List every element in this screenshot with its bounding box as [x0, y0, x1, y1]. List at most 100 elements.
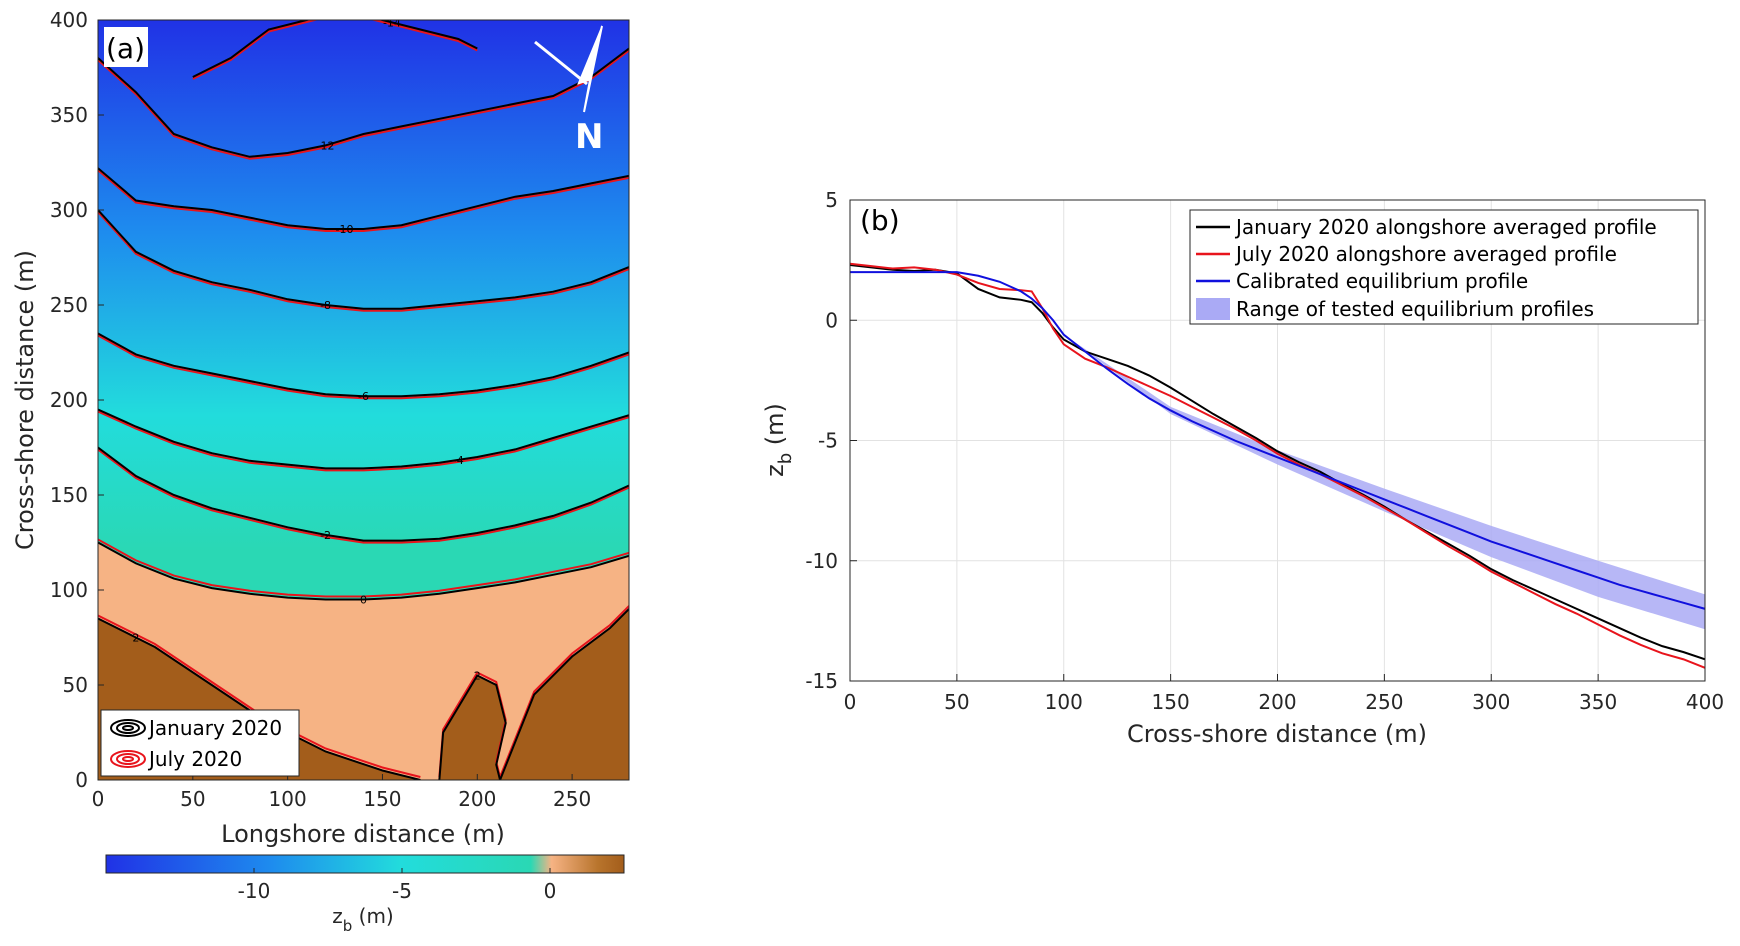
contour-january-3 [98, 209, 629, 310]
panel-b-y-tick-label: 5 [825, 188, 838, 212]
panel-b-x-tick-label: 350 [1579, 690, 1617, 714]
legend-label-july-profile: July 2020 alongshore averaged profile [1234, 242, 1617, 266]
colorbar-tick-label: -5 [392, 879, 412, 903]
colorbar-label-unit: (m) [352, 904, 393, 928]
bathymetry-map: -14 -12 -10 -8 -6 -4 -2 0 2 2 [98, 16, 629, 780]
contour-january-9 [438, 608, 629, 780]
panel-a-y-tick-label: 50 [63, 673, 88, 697]
contour-july-2 [98, 169, 629, 232]
contour-january-6 [98, 446, 629, 542]
panel-a-label: (a) [106, 32, 145, 65]
colorbar-label-sub: b [343, 917, 353, 935]
panel-a-y-tick-label: 400 [50, 8, 88, 32]
legend-label-july: July 2020 [147, 747, 242, 771]
contour-july-7 [98, 538, 629, 598]
panel-b-y-tick-label: -5 [818, 429, 838, 453]
contour-january-4 [98, 332, 629, 398]
contour-january-2 [98, 167, 629, 230]
contour-july-5 [98, 410, 629, 472]
panel-a-x-tick-label: 200 [458, 787, 496, 811]
panel-a-y-tick-label: 250 [50, 293, 88, 317]
panel-a: -14 -12 -10 -8 -6 -4 -2 0 2 2 0 50 100 150 200 250 0 50 1… [11, 8, 630, 935]
north-arrow-icon: N [534, 25, 603, 157]
contour-july-0 [192, 20, 478, 80]
profile-lines [850, 262, 1705, 669]
legend-swatch-july [110, 750, 146, 768]
panel-a-x-tick-label: 0 [92, 787, 105, 811]
contour-january-0 [192, 20, 478, 78]
colorbar-tick-label: -10 [238, 879, 271, 903]
contour-label-0: -14 [383, 16, 401, 29]
colorbar-label-main: z [332, 904, 343, 928]
legend-label-range: Range of tested equilibrium profiles [1236, 297, 1594, 321]
panel-b-x-tick-label: 400 [1686, 690, 1724, 714]
panel-a-x-tick-label: 250 [553, 787, 591, 811]
series-line-2 [850, 271, 1705, 610]
panel-b-x-tick-label: 250 [1365, 690, 1403, 714]
legend-label-january-profile: January 2020 alongshore averaged profile [1234, 215, 1657, 239]
colorbar: -10 -5 0 zb (m) [105, 854, 625, 935]
panel-a-x-tick-label: 150 [363, 787, 401, 811]
panel-a-x-tick-label: 50 [180, 787, 205, 811]
contour-january-7 [98, 541, 629, 601]
panel-b-legend: January 2020 alongshore averaged profile… [1189, 209, 1699, 325]
series-line-1 [850, 262, 1705, 669]
panel-a-legend: January 2020 July 2020 [100, 709, 300, 777]
contour-lines: -14 -12 -10 -8 -6 -4 -2 0 2 2 [98, 16, 629, 780]
panel-b-x-tick-label: 0 [844, 690, 857, 714]
legend-box-b [1189, 209, 1699, 325]
legend-label-calibrated: Calibrated equilibrium profile [1236, 269, 1528, 293]
contour-label-5: -4 [453, 454, 464, 467]
contour-label-4: -6 [358, 390, 369, 403]
panel-b-y-label-main: z [761, 464, 789, 477]
north-arrow-label: N [575, 117, 603, 157]
contour-label-8: 2 [132, 632, 139, 645]
panel-a-y-tick-label: 100 [50, 578, 88, 602]
contour-july-6 [98, 448, 629, 544]
colorbar-ticks: -10 -5 0 [238, 868, 557, 903]
contour-january-5 [98, 408, 629, 470]
contour-july-4 [98, 334, 629, 400]
panel-b-x-axis-label: Cross-shore distance (m) [1127, 720, 1427, 748]
contour-label-2: -10 [336, 223, 354, 236]
legend-swatch-january [110, 719, 146, 737]
series-line-0 [850, 263, 1705, 661]
panel-a-label-box [104, 27, 148, 67]
panel-b-y-tick-label: -10 [805, 549, 838, 573]
panel-a-y-tick-label: 350 [50, 103, 88, 127]
panel-a-axes: 0 50 100 150 200 250 0 50 100 150 200 250 300 350 400 [50, 8, 591, 811]
equilibrium-range-band [1063, 334, 1705, 630]
contour-label-9: 2 [474, 670, 481, 683]
panel-b-x-tick-label: 100 [1045, 690, 1083, 714]
panel-a-y-tick-label: 300 [50, 198, 88, 222]
panel-b-x-tick-label: 300 [1472, 690, 1510, 714]
panel-a-y-tick-label: 150 [50, 483, 88, 507]
contour-january-1 [98, 47, 629, 158]
panel-b-y-tick-label: 0 [825, 308, 838, 332]
contour-label-7: 0 [360, 594, 367, 607]
contour-label-6: -2 [320, 529, 331, 542]
panel-b-y-axis-label: zb (m) [761, 403, 796, 477]
panel-b-y-label-unit: (m) [761, 403, 789, 453]
panel-a-y-tick-label: 200 [50, 388, 88, 412]
panel-a-y-axis-label: Cross-shore distance (m) [11, 250, 39, 550]
panel-b-y-tick-label: -15 [805, 669, 838, 693]
panel-b-x-tick-label: 150 [1152, 690, 1190, 714]
panel-b-y-label-sub: b [775, 453, 796, 464]
contour-july-3 [98, 211, 629, 312]
colorbar-bar [105, 854, 625, 874]
contour-label-1: -12 [317, 139, 335, 152]
colorbar-label: zb (m) [332, 904, 393, 935]
panel-b-label: (b) [860, 204, 900, 237]
panel-a-x-axis-label: Longshore distance (m) [221, 820, 505, 848]
contour-july-1 [98, 49, 629, 160]
panel-a-y-tick-label: 0 [75, 768, 88, 792]
contour-label-3: -8 [320, 299, 331, 312]
legend-swatch-range [1196, 298, 1230, 320]
panel-b-x-tick-label: 50 [944, 690, 969, 714]
colorbar-tick-label: 0 [544, 879, 557, 903]
panel-b-x-tick-label: 200 [1258, 690, 1296, 714]
